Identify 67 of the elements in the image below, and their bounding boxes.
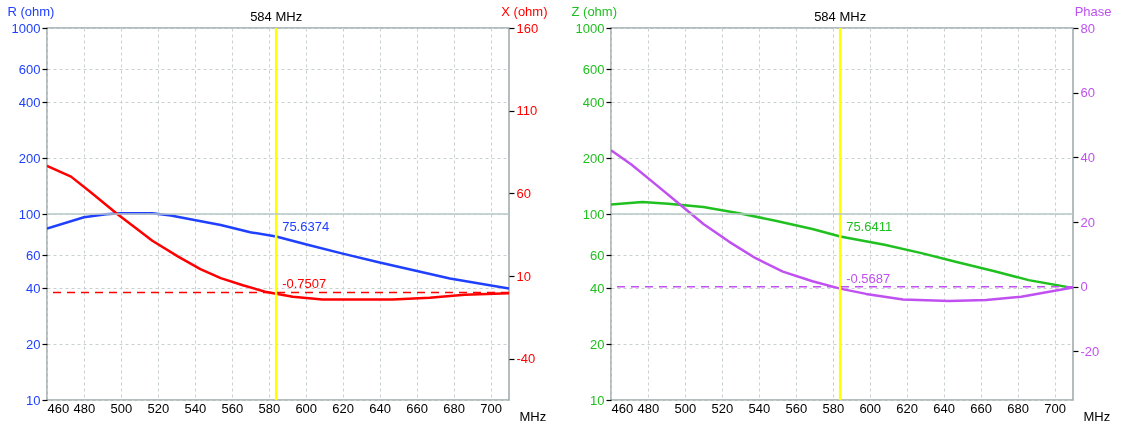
- y-tick-label: 40: [590, 280, 605, 296]
- y-tick-label: 600: [582, 61, 605, 77]
- x-tick-label: 460: [611, 400, 634, 416]
- data-label: 75.6374: [282, 218, 330, 234]
- y-axis-title: Z (ohm): [571, 3, 617, 19]
- x-tick-label: 460: [47, 400, 70, 416]
- y2-tick-label: 60: [516, 185, 531, 201]
- y2-tick-label: 60: [1080, 85, 1095, 101]
- x-tick-label: 500: [674, 400, 697, 416]
- y2-tick-label: -40: [516, 351, 536, 367]
- y2-tick-label: 80: [1080, 20, 1095, 36]
- x-tick-label: 480: [637, 400, 660, 416]
- y2-tick-label: 40: [1080, 149, 1095, 165]
- y-tick-label: 100: [582, 206, 605, 222]
- y2-tick-label: -20: [1080, 343, 1100, 359]
- y-tick-label: 600: [18, 61, 41, 77]
- x-tick-label: 560: [221, 400, 244, 416]
- x-axis-title: MHz: [1083, 408, 1111, 424]
- x-tick-label: 680: [1007, 400, 1029, 416]
- x-tick-label: 580: [822, 400, 845, 416]
- x-tick-label: 520: [711, 400, 734, 416]
- y-tick-label: 400: [18, 94, 41, 110]
- data-label: -0.5687: [846, 270, 891, 286]
- y-tick-label: 20: [26, 336, 41, 352]
- x-tick-label: 660: [406, 400, 428, 416]
- y2-tick-label: 110: [516, 103, 538, 119]
- y-tick-label: 1000: [575, 20, 605, 36]
- x-tick-label: 640: [933, 400, 955, 416]
- x-tick-label: 540: [748, 400, 771, 416]
- y-tick-label: 20: [590, 336, 605, 352]
- ref-line-label: 584 MHz: [250, 9, 303, 24]
- y2-tick-label: 20: [1080, 214, 1095, 230]
- y-tick-label: 200: [18, 150, 41, 166]
- y-tick-label: 200: [582, 150, 605, 166]
- data-label: 75.6411: [846, 218, 893, 234]
- x-tick-label: 660: [970, 400, 992, 416]
- y-tick-label: 40: [26, 280, 41, 296]
- x-tick-label: 620: [332, 400, 355, 416]
- x-tick-label: 560: [785, 400, 808, 416]
- y-tick-label: 10: [590, 392, 605, 408]
- x-tick-label: 520: [147, 400, 170, 416]
- y-tick-label: 400: [582, 94, 605, 110]
- x-tick-label: 540: [184, 400, 207, 416]
- x-tick-label: 480: [73, 400, 96, 416]
- x-tick-label: 680: [443, 400, 465, 416]
- x-tick-label: 700: [1044, 400, 1066, 416]
- y-tick-label: 60: [26, 247, 41, 263]
- y-axis-title: R (ohm): [7, 3, 55, 19]
- y2-axis-title: X (ohm): [501, 3, 548, 19]
- x-axis-title: MHz: [519, 408, 547, 424]
- x-tick-label: 580: [258, 400, 281, 416]
- y-tick-label: 1000: [11, 20, 41, 36]
- y2-tick-label: 0: [1080, 279, 1088, 295]
- x-tick-label: 600: [859, 400, 882, 416]
- x-tick-label: 700: [480, 400, 502, 416]
- y2-tick-label: 160: [516, 20, 539, 36]
- x-tick-label: 640: [369, 400, 391, 416]
- y2-axis-title: Phase: [1074, 3, 1112, 19]
- y2-tick-label: 10: [516, 268, 531, 284]
- ref-line-label: 584 MHz: [814, 9, 867, 24]
- y-tick-label: 100: [18, 206, 41, 222]
- x-tick-label: 500: [110, 400, 133, 416]
- y-tick-label: 60: [590, 247, 605, 263]
- data-label: -0.7507: [282, 275, 327, 291]
- y-tick-label: 10: [26, 392, 41, 408]
- x-tick-label: 600: [295, 400, 318, 416]
- x-tick-label: 620: [896, 400, 919, 416]
